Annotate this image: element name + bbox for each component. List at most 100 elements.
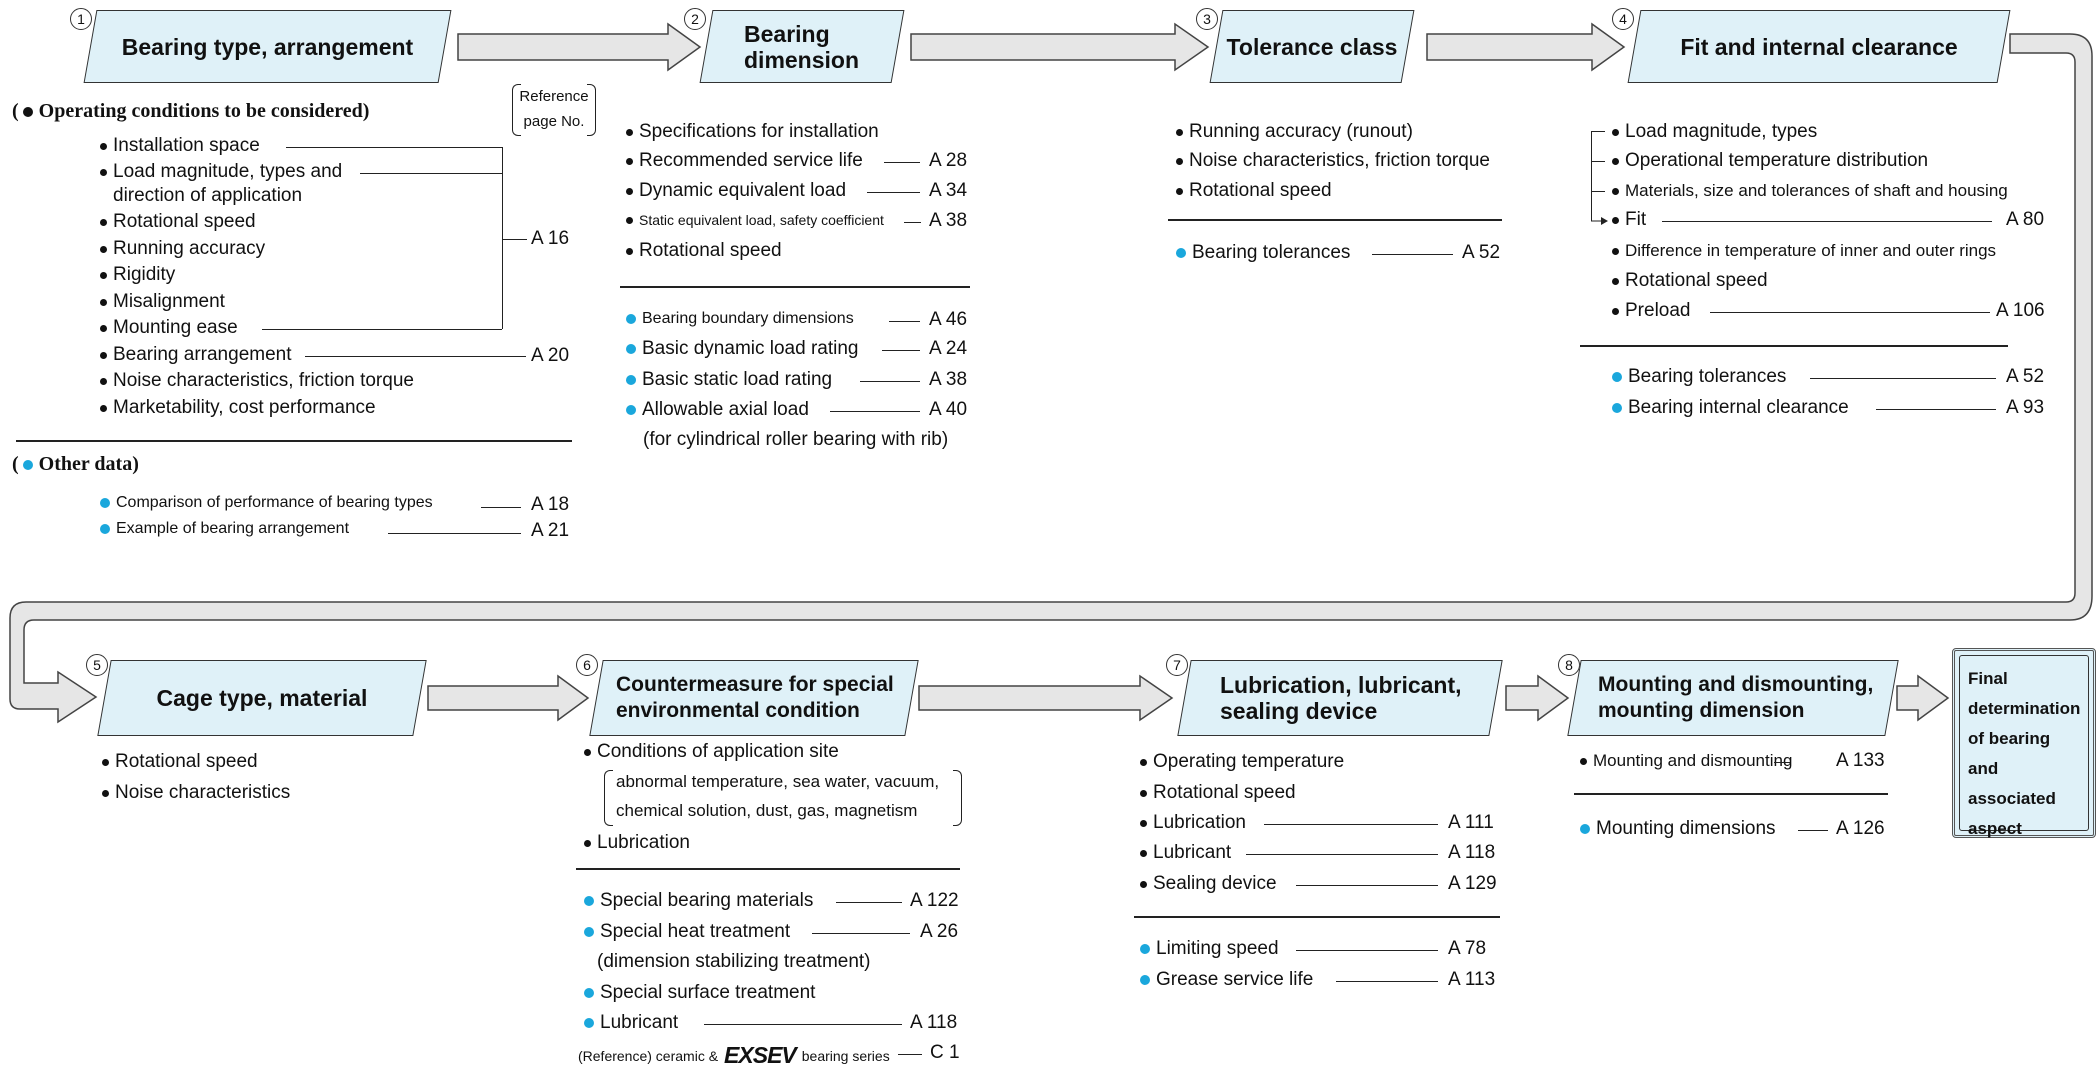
arrow-2-3 — [910, 22, 1210, 72]
reference-page: A 20 — [531, 345, 570, 366]
list-item: Bearing boundary dimensions — [626, 310, 854, 328]
reference-page: A 16 — [531, 228, 570, 249]
list-item: Example of bearing arrangement — [100, 520, 349, 538]
list-item: abnormal temperature, sea water, vacuum, — [616, 772, 940, 791]
list-item: Allowable axial load — [626, 399, 809, 421]
list-item: Lubricant — [1140, 842, 1231, 864]
reference-page: A 34 — [929, 180, 968, 201]
arrow-8-final — [1896, 674, 1950, 722]
list-item: Lubrication — [1140, 812, 1246, 834]
list-item: Operating temperature — [1140, 751, 1344, 773]
reference-page: A 40 — [929, 399, 968, 420]
reference-page: A 38 — [929, 369, 968, 390]
step-box-7: Lubrication, lubricant, sealing device — [1177, 660, 1503, 736]
operating-conditions-header: (Operating conditions to be considered) — [12, 100, 370, 122]
step-box-5: Cage type, material — [97, 660, 427, 736]
list-item: Bearing arrangement — [100, 344, 292, 366]
list-item: Difference in temperature of inner and o… — [1612, 241, 1996, 261]
list-item: Mounting and dismounting — [1580, 751, 1792, 771]
list-item: Misalignment — [100, 291, 225, 313]
list-item: Special heat treatment — [584, 921, 790, 943]
list-item: Comparison of performance of bearing typ… — [100, 494, 433, 512]
list-item: Rotational speed — [1612, 270, 1768, 292]
reference-page: A 46 — [929, 309, 968, 330]
list-item: Bearing tolerances — [1176, 242, 1350, 264]
fit-pointer-arrow — [1591, 217, 1608, 225]
step-label-7: Lubrication, lubricant, sealing device — [1220, 672, 1462, 724]
list-item: Limiting speed — [1140, 938, 1279, 960]
step-box-8: Mounting and dismounting, mounting dimen… — [1567, 660, 1899, 736]
list-item: Rotational speed — [1176, 180, 1332, 202]
reference-page: A 38 — [929, 210, 968, 231]
reference-page: A 93 — [2006, 397, 2045, 418]
list-item: Load magnitude, types and — [100, 161, 342, 183]
list-item: Rotational speed — [102, 751, 258, 773]
final-determination-box: Final determination of bearing and assoc… — [1952, 648, 2096, 838]
step-label-5: Cage type, material — [156, 685, 368, 711]
arrow-1-2 — [457, 22, 702, 72]
other-data-header: (Other data) — [12, 453, 139, 475]
exsev-logo: EXSEV — [724, 1042, 797, 1068]
reference-note: (Reference) ceramic & EXSEV bearing seri… — [578, 1042, 890, 1068]
step-label-6: Countermeasure for special environmental… — [616, 673, 894, 722]
list-item: Rotational speed — [100, 211, 256, 233]
reference-page: A 122 — [910, 890, 959, 911]
list-item: Specifications for installation — [626, 121, 879, 143]
list-item: Operational temperature distribution — [1612, 150, 1928, 172]
arrow-7-8 — [1505, 674, 1570, 722]
reference-page: A 126 — [1836, 818, 1885, 839]
list-item: Mounting dimensions — [1580, 818, 1776, 840]
list-item: Rotational speed — [1140, 782, 1296, 804]
reference-page: C 1 — [930, 1042, 960, 1063]
reference-page: A 52 — [1462, 242, 1501, 263]
list-item: Fit — [1612, 209, 1646, 231]
reference-page: A 118 — [1448, 842, 1496, 863]
step-number-3: 3 — [1196, 8, 1218, 30]
list-item: Static equivalent load, safety coefficie… — [626, 212, 884, 228]
arrow-6-7 — [918, 674, 1174, 722]
list-item: Grease service life — [1140, 969, 1313, 991]
step-label-8: Mounting and dismounting, mounting dimen… — [1598, 673, 1874, 722]
step-number-8: 8 — [1558, 654, 1580, 676]
reference-page: A 52 — [2006, 366, 2045, 387]
step-label-3: Tolerance class — [1226, 33, 1398, 60]
list-item: Basic static load rating — [626, 369, 832, 391]
list-item: Lubricant — [584, 1012, 678, 1034]
list-item: Basic dynamic load rating — [626, 338, 859, 360]
step-label-2: Bearing dimension — [744, 20, 860, 73]
reference-page: A 106 — [1996, 300, 2045, 321]
list-item: Materials, size and tolerances of shaft … — [1612, 181, 2008, 201]
list-item: Noise characteristics — [102, 782, 290, 804]
step-number-1: 1 — [70, 8, 92, 30]
final-determination-label: Final determination of bearing and assoc… — [1959, 655, 2089, 838]
reference-page: A 133 — [1836, 750, 1885, 771]
list-item: Running accuracy — [100, 238, 265, 260]
step-box-3: Tolerance class — [1209, 10, 1415, 83]
step-box-4: Fit and internal clearance — [1627, 10, 2011, 83]
list-item: Noise characteristics, friction torque — [100, 370, 414, 392]
arrow-3-4 — [1426, 22, 1626, 72]
list-item: Bearing tolerances — [1612, 366, 1786, 388]
reference-page: A 118 — [910, 1012, 958, 1033]
list-item: Lubrication — [584, 832, 690, 854]
list-item: Rotational speed — [626, 240, 782, 262]
reference-page: A 113 — [1448, 969, 1496, 990]
list-item: Recommended service life — [626, 150, 863, 172]
reference-page: A 28 — [929, 150, 968, 171]
list-item: Noise characteristics, friction torque — [1176, 150, 1490, 172]
reference-page: A 18 — [531, 494, 570, 515]
arrow-5-6 — [427, 674, 590, 722]
step-number-6: 6 — [576, 654, 598, 676]
list-item: Dynamic equivalent load — [626, 180, 846, 202]
list-item: Special surface treatment — [584, 982, 815, 1004]
list-item: Sealing device — [1140, 873, 1277, 895]
list-item: Conditions of application site — [584, 741, 839, 763]
step-box-1: Bearing type, arrangement — [83, 10, 452, 83]
list-item: chemical solution, dust, gas, magnetism — [616, 801, 918, 820]
reference-page: A 111 — [1448, 812, 1494, 833]
list-item: Installation space — [100, 135, 260, 157]
list-item: Rigidity — [100, 264, 175, 286]
list-item: direction of application — [113, 185, 303, 206]
step-label-1: Bearing type, arrangement — [121, 33, 414, 60]
